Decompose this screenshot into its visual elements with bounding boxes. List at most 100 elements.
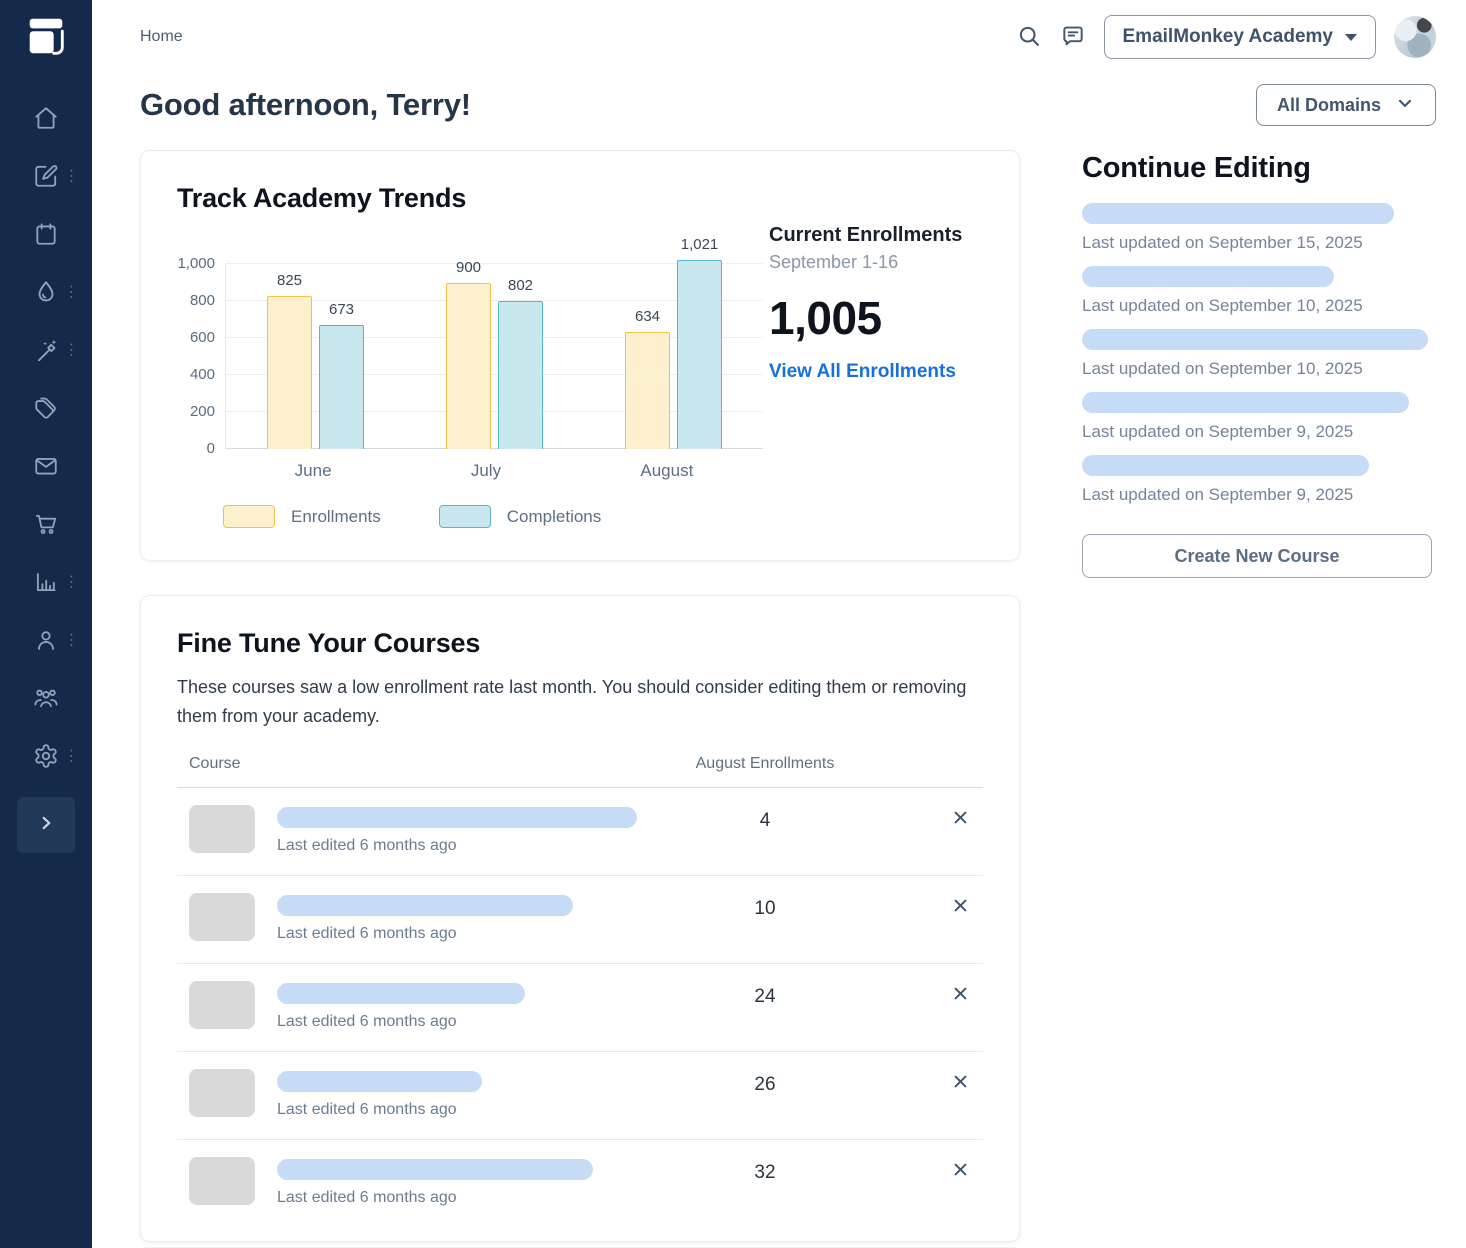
- sidebar-item-droplet[interactable]: ⋮: [0, 263, 92, 321]
- completions-bar: 1,021: [677, 236, 722, 449]
- calendar-icon: [33, 221, 59, 247]
- chat-button[interactable]: [1060, 23, 1086, 52]
- sidebar-item-mail[interactable]: [0, 437, 92, 495]
- sidebar: ⋮ ⋮ ⋮ ⋮ ⋮ ⋮: [0, 0, 92, 1248]
- course-table-row: Last edited 6 months ago 24: [177, 963, 983, 1051]
- gridline: [226, 263, 763, 264]
- overflow-menu-dots-icon[interactable]: ⋮: [64, 167, 79, 185]
- sidebar-item-cart[interactable]: [0, 495, 92, 553]
- august-enrollments-value: 10: [754, 898, 776, 920]
- chart-plot-area: 825 673 900 802 634 1,021: [225, 236, 763, 449]
- august-enrollments-value: 32: [754, 1162, 776, 1184]
- low-enrollment-courses-table: Course August Enrollments Last edited 6 …: [177, 755, 983, 1227]
- sidebar-item-bar-chart[interactable]: ⋮: [0, 553, 92, 611]
- search-button[interactable]: [1016, 23, 1042, 52]
- last-updated-text: Last updated on September 10, 2025: [1082, 296, 1363, 315]
- august-enrollments-value: 24: [754, 986, 776, 1008]
- breadcrumb[interactable]: Home: [140, 28, 183, 45]
- course-title-skeleton: [1082, 203, 1394, 224]
- gridline: [226, 337, 763, 338]
- track-academy-trends-card: Track Academy Trends 0 200 400 600 800 1,000 …: [140, 150, 1020, 561]
- chart-x-axis-labels: June July August: [225, 461, 763, 481]
- close-icon: [952, 1073, 969, 1119]
- fine-tune-courses-card: Fine Tune Your Courses These courses saw…: [140, 595, 1020, 1243]
- chevron-right-icon: [35, 812, 57, 839]
- course-thumbnail: [189, 1157, 255, 1206]
- page-header: Good afternoon, Terry! All Domains: [140, 84, 1436, 126]
- remove-course-button[interactable]: [952, 809, 969, 855]
- y-tick-label: 600: [189, 329, 215, 346]
- chevron-down-icon: [1395, 93, 1415, 118]
- overflow-menu-dots-icon[interactable]: ⋮: [64, 573, 79, 591]
- course-table-row: Last edited 6 months ago 32: [177, 1139, 983, 1227]
- close-icon: [952, 897, 969, 943]
- remove-course-button[interactable]: [952, 985, 969, 1031]
- current-enrollments-value: 1,005: [769, 292, 882, 344]
- sidebar-item-magic-wand[interactable]: ⋮: [0, 321, 92, 379]
- column-header-course: Course: [189, 755, 241, 773]
- y-tick-label: 0: [206, 440, 215, 457]
- tag-icon: [33, 395, 59, 421]
- sidebar-item-user[interactable]: ⋮: [0, 611, 92, 669]
- home-icon: [33, 105, 59, 131]
- august-enrollments-value: 4: [759, 810, 771, 832]
- draft-course-item[interactable]: Last updated on September 9, 2025: [1082, 392, 1432, 442]
- overflow-menu-dots-icon[interactable]: ⋮: [64, 341, 79, 359]
- chat-icon: [1060, 23, 1086, 52]
- y-tick-label: 200: [189, 403, 215, 420]
- overflow-menu-dots-icon[interactable]: ⋮: [64, 747, 79, 765]
- topbar-actions: EmailMonkey Academy: [1016, 15, 1436, 59]
- overflow-menu-dots-icon[interactable]: ⋮: [64, 283, 79, 301]
- view-all-enrollments-link[interactable]: View All Enrollments: [769, 361, 956, 382]
- domain-filter-button[interactable]: All Domains: [1255, 84, 1436, 126]
- overflow-menu-dots-icon[interactable]: ⋮: [64, 631, 79, 649]
- enrollments-bar: 900: [446, 259, 491, 449]
- y-tick-label: 400: [189, 366, 215, 383]
- main-area: Home EmailMonkey Academy: [92, 0, 1466, 1248]
- gridline: [226, 448, 763, 449]
- chart-y-axis: 0 200 400 600 800 1,000: [177, 255, 225, 457]
- sidebar-item-users[interactable]: [0, 669, 92, 727]
- chart-legend: Enrollments Completions: [223, 505, 763, 528]
- remove-course-button[interactable]: [952, 1161, 969, 1207]
- sidebar-item-settings[interactable]: ⋮: [0, 727, 92, 785]
- last-updated-text: Last updated on September 9, 2025: [1082, 422, 1354, 441]
- legend-item-enrollments: Enrollments: [223, 505, 381, 528]
- search-icon: [1016, 23, 1042, 52]
- trends-card-title: Track Academy Trends: [177, 183, 467, 213]
- draft-course-item[interactable]: Last updated on September 10, 2025: [1082, 329, 1432, 379]
- bar-value-label: 1,021: [680, 236, 719, 254]
- topbar: Home EmailMonkey Academy: [140, 0, 1436, 64]
- current-enrollments-period: September 1-16: [769, 252, 899, 272]
- sidebar-item-home[interactable]: [0, 89, 92, 147]
- avatar[interactable]: [1394, 16, 1436, 58]
- course-title-skeleton: [1082, 266, 1334, 287]
- course-title-skeleton: [277, 895, 573, 917]
- last-updated-text: Last updated on September 9, 2025: [1082, 485, 1354, 504]
- close-icon: [952, 809, 969, 855]
- sidebar-item-compose[interactable]: ⋮: [0, 147, 92, 205]
- magic-wand-icon: [33, 337, 59, 363]
- remove-course-button[interactable]: [952, 1073, 969, 1119]
- create-new-course-button[interactable]: Create New Course: [1082, 534, 1432, 578]
- remove-course-button[interactable]: [952, 897, 969, 943]
- sidebar-expand-button[interactable]: [17, 797, 75, 853]
- sidebar-item-calendar[interactable]: [0, 205, 92, 263]
- legend-swatch: [223, 505, 275, 528]
- chevron-down-icon: [1345, 33, 1357, 41]
- app-logo-icon[interactable]: [23, 13, 69, 59]
- gridline: [226, 374, 763, 375]
- enrollments-bar: 634: [625, 308, 670, 449]
- bar-group-august: 634 1,021: [625, 236, 722, 449]
- draft-course-item[interactable]: Last updated on September 15, 2025: [1082, 203, 1432, 253]
- draft-course-item[interactable]: Last updated on September 10, 2025: [1082, 266, 1432, 316]
- course-table-row: Last edited 6 months ago 26: [177, 1051, 983, 1139]
- x-tick-label: July: [470, 461, 502, 480]
- table-header-row: Course August Enrollments: [177, 755, 983, 789]
- bar-value-label: 900: [455, 258, 482, 276]
- account-switcher-button[interactable]: EmailMonkey Academy: [1103, 15, 1376, 59]
- sidebar-item-tag[interactable]: [0, 379, 92, 437]
- fine-tune-description: These courses saw a low enrollment rate …: [177, 677, 967, 727]
- legend-item-completions: Completions: [438, 505, 601, 528]
- draft-course-item[interactable]: Last updated on September 9, 2025: [1082, 455, 1432, 505]
